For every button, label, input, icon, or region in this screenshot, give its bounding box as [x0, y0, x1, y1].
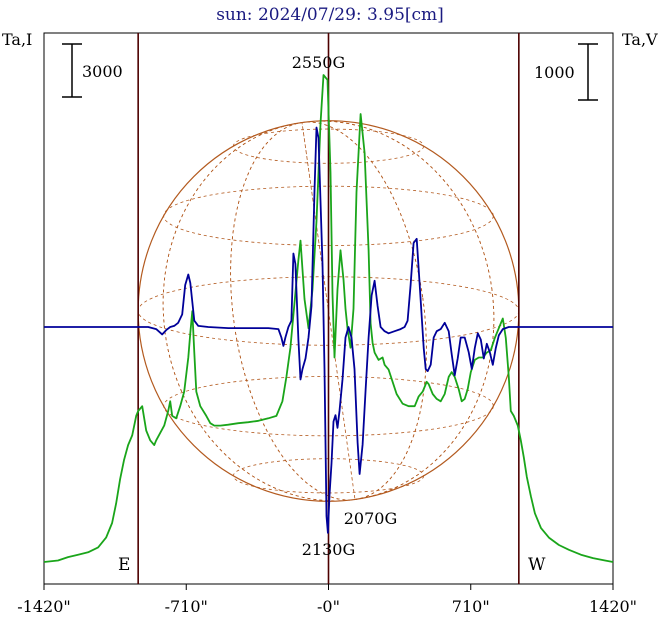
scale-right-label: 1000	[534, 63, 575, 82]
scale-left-label: 3000	[82, 62, 123, 81]
limb-label-east: E	[118, 555, 130, 575]
disk-latitude-line	[232, 128, 425, 164]
disk-latitude-line	[232, 458, 425, 494]
disk-meridian-line	[162, 120, 495, 502]
annotation-label: 2070G	[344, 509, 398, 528]
annotation-label: 2130G	[302, 540, 356, 559]
scale-bar-right	[578, 43, 598, 101]
x-tick-label: 710"	[452, 597, 490, 616]
disk-latitude-line	[163, 185, 494, 246]
disk-meridian-line	[230, 121, 427, 501]
series-line-intensity	[43, 74, 614, 563]
x-tick-label: -0"	[317, 597, 340, 616]
scale-bar-left	[62, 43, 82, 98]
series-line-polarization	[44, 126, 613, 534]
x-axis-ticks: -1420" -710" -0" 710" 1420"	[17, 584, 637, 616]
annotation-label: 2550G	[292, 53, 346, 72]
x-tick-label: -1420"	[17, 597, 70, 616]
disk-latitude-line	[163, 376, 494, 437]
chart-title: sun: 2024/07/29: 3.95[cm]	[216, 5, 444, 25]
y-label-right: Ta,V	[622, 30, 658, 49]
limb-label-west: W	[528, 555, 546, 575]
y-label-left: Ta,I	[2, 30, 32, 49]
x-tick-label: 1420"	[589, 597, 637, 616]
series-layer	[43, 74, 614, 563]
annotation-layer: 2550G 2070G 2130G	[292, 53, 398, 559]
x-tick-label: -710"	[165, 597, 208, 616]
